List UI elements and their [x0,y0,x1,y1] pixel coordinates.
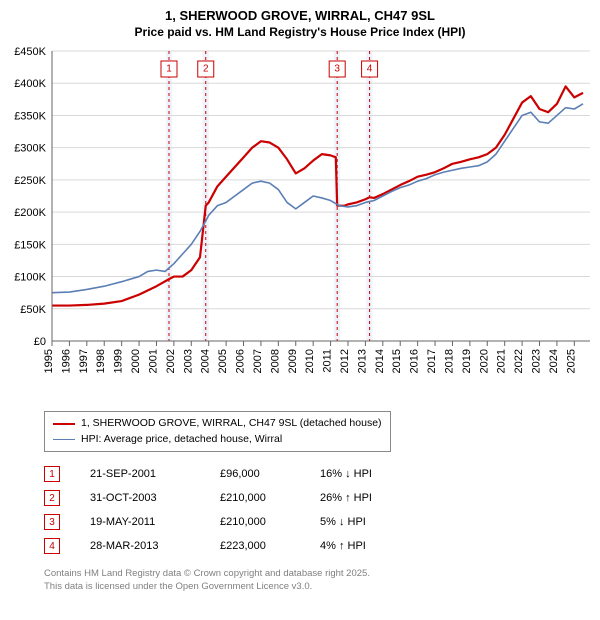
event-price: £210,000 [220,516,320,528]
line-chart: £0 £50K £100K £150K £200K £250K £300K £350K £400… [0,45,600,405]
event-date: 21-SEP-2001 [90,468,220,480]
svg-text:2021: 2021 [496,349,508,373]
event-delta: 26% ↑ HPI [320,492,430,504]
svg-text:2007: 2007 [252,349,264,373]
page-subtitle: Price paid vs. HM Land Registry's House … [0,25,600,45]
event-row: 1 21-SEP-2001£96,00016% ↓ HPI [44,462,600,486]
svg-text:1998: 1998 [95,349,107,373]
legend-label: HPI: Average price, detached house, Wirr… [81,432,282,448]
svg-text:£400K: £400K [14,78,46,90]
event-row: 4 28-MAR-2013£223,0004% ↑ HPI [44,534,600,558]
event-marker: 4 [44,538,60,554]
svg-text:2020: 2020 [478,349,490,373]
event-date: 19-MAY-2011 [90,516,220,528]
svg-text:4: 4 [367,63,373,74]
svg-text:£250K: £250K [14,175,46,187]
svg-text:2015: 2015 [391,349,403,373]
svg-text:2011: 2011 [322,349,334,373]
event-delta: 5% ↓ HPI [320,516,430,528]
svg-text:2005: 2005 [217,349,229,373]
svg-text:2013: 2013 [356,349,368,373]
svg-text:2022: 2022 [513,349,525,373]
footer-line1: Contains HM Land Registry data © Crown c… [44,568,600,580]
svg-text:2010: 2010 [304,349,316,373]
svg-text:2012: 2012 [339,349,351,373]
chart-container: 1, SHERWOOD GROVE, WIRRAL, CH47 9SL Pric… [0,0,600,603]
svg-text:2000: 2000 [130,349,142,373]
svg-text:2003: 2003 [182,349,194,373]
event-table: 1 21-SEP-2001£96,00016% ↓ HPI 2 31-OCT-2003… [44,462,600,558]
svg-text:£0: £0 [34,336,46,348]
svg-text:2009: 2009 [287,349,299,373]
event-row: 2 31-OCT-2003£210,00026% ↑ HPI [44,486,600,510]
svg-text:1995: 1995 [43,349,55,373]
svg-text:2004: 2004 [200,349,212,373]
svg-text:2006: 2006 [235,349,247,373]
event-price: £223,000 [220,540,320,552]
svg-text:1996: 1996 [60,349,72,373]
event-delta: 16% ↓ HPI [320,468,430,480]
svg-text:1999: 1999 [113,349,125,373]
footer-line2: This data is licensed under the Open Gov… [44,581,600,593]
event-marker: 2 [44,490,60,506]
svg-text:1: 1 [166,63,172,74]
svg-text:2014: 2014 [374,349,386,373]
svg-text:2001: 2001 [147,349,159,373]
legend-swatch [53,423,75,425]
svg-text:2017: 2017 [426,349,438,373]
event-marker: 1 [44,466,60,482]
event-date: 28-MAR-2013 [90,540,220,552]
legend: 1, SHERWOOD GROVE, WIRRAL, CH47 9SL (det… [44,411,391,453]
event-delta: 4% ↑ HPI [320,540,430,552]
svg-text:£350K: £350K [14,110,46,122]
legend-item: 1, SHERWOOD GROVE, WIRRAL, CH47 9SL (det… [53,416,382,432]
svg-text:2023: 2023 [531,349,543,373]
svg-text:3: 3 [334,63,340,74]
event-price: £210,000 [220,492,320,504]
event-marker: 3 [44,514,60,530]
svg-text:2002: 2002 [165,349,177,373]
event-row: 3 19-MAY-2011£210,0005% ↓ HPI [44,510,600,534]
svg-text:2: 2 [203,63,209,74]
legend-swatch [53,439,75,440]
svg-text:£300K: £300K [14,143,46,155]
svg-text:2025: 2025 [565,349,577,373]
legend-label: 1, SHERWOOD GROVE, WIRRAL, CH47 9SL (det… [81,416,382,432]
svg-text:2024: 2024 [548,349,560,373]
event-price: £96,000 [220,468,320,480]
svg-text:£200K: £200K [14,207,46,219]
event-date: 31-OCT-2003 [90,492,220,504]
svg-text:£450K: £450K [14,46,46,58]
footer-attribution: Contains HM Land Registry data © Crown c… [44,568,600,603]
svg-text:2008: 2008 [269,349,281,373]
legend-item: HPI: Average price, detached house, Wirr… [53,432,382,448]
svg-text:2016: 2016 [409,349,421,373]
svg-text:£100K: £100K [14,271,46,283]
svg-text:2019: 2019 [461,349,473,373]
svg-text:£150K: £150K [14,239,46,251]
page-title: 1, SHERWOOD GROVE, WIRRAL, CH47 9SL [0,0,600,25]
svg-text:£50K: £50K [20,304,46,316]
svg-text:2018: 2018 [443,349,455,373]
svg-text:1997: 1997 [78,349,90,373]
